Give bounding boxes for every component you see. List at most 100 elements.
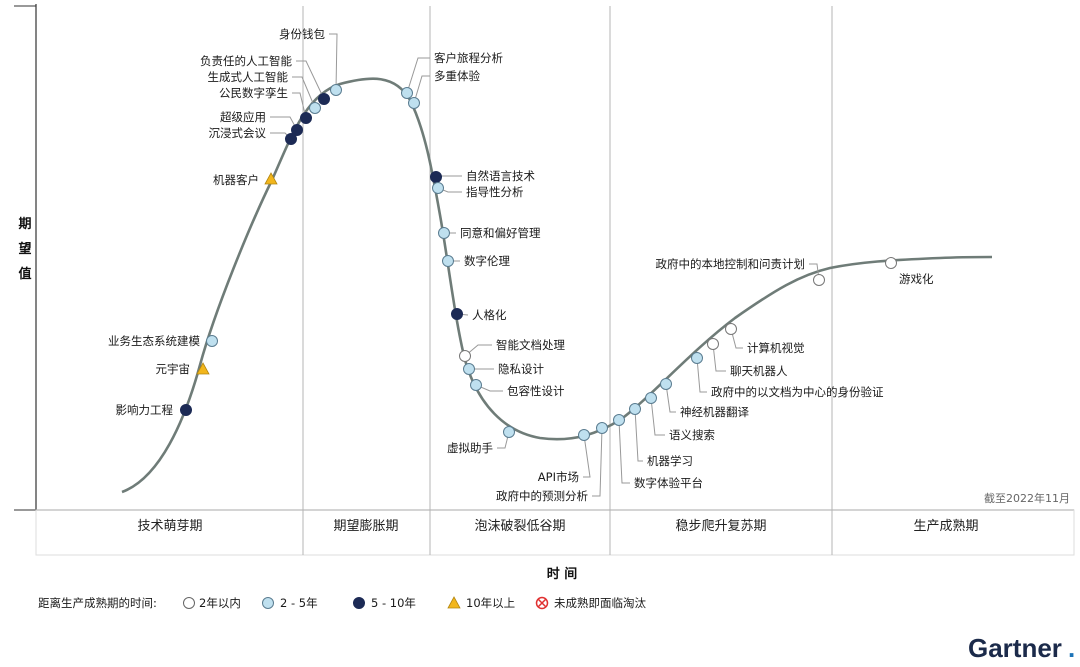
legend-label-light: 2 - 5年 [280,596,318,610]
tech-8-connector [292,76,316,109]
legend-label-triangle: 10年以上 [466,596,515,610]
tech-4-label: 机器客户 [213,173,259,187]
tech-23-label: 政府中的预测分析 [496,489,588,503]
tech-1-marker-dark [180,404,192,416]
tech-26-connector [650,397,665,436]
tech-28-marker-light [691,352,703,364]
tech-24-marker-light [613,414,625,426]
tech-30-marker-open [725,323,737,335]
tech-27-connector [665,383,676,413]
tech-29-label: 聊天机器人 [730,364,788,378]
tech-27-label: 神经机器翻译 [680,405,749,419]
tech-30-label: 计算机视觉 [747,341,805,355]
tech-26-label: 语义搜索 [669,428,715,442]
tech-2-label: 元宇宙 [156,362,191,376]
gartner-logo: Gartner . [968,633,1075,663]
phase-label-trigger: 技术萌芽期 [137,519,202,534]
legend-marker-light [262,597,274,609]
tech-10-marker-light [330,84,342,96]
as-of-date: 截至2022年11月 [984,491,1070,505]
tech-31-label: 政府中的本地控制和问责计划 [656,257,806,271]
tech-22-label: API市场 [538,470,579,484]
tech-3-marker-light [206,335,218,347]
tech-6-label: 超级应用 [220,110,266,124]
tech-25-connector [634,408,643,462]
legend-label-obsolete: 未成熟即面临淘汰 [554,596,646,610]
tech-14-marker-light [432,182,444,194]
tech-22-connector [583,434,591,478]
tech-2-marker-triangle [196,362,210,375]
tech-20-marker-light [470,379,482,391]
tech-5-label: 沉浸式会议 [209,126,267,140]
tech-3-label: 业务生态系统建模 [108,334,200,348]
tech-28-label: 政府中的以文档为中心的身份验证 [711,385,884,399]
tech-5-marker-dark [285,133,297,145]
legend-marker-obsolete-icon [535,596,549,610]
phase-label-plateau: 生产成熟期 [913,518,978,534]
tech-8-label: 生成式人工智能 [208,70,289,84]
tech-1-label: 影响力工程 [116,403,174,417]
tech-24-label: 数字体验平台 [634,476,703,490]
tech-18-marker-open [459,350,471,362]
gartner-dot: . [1068,633,1075,663]
tech-6-marker-dark [291,124,303,136]
tech-10-label: 身份钱包 [279,27,325,41]
tech-9-label: 负责任的人工智能 [200,54,292,68]
tech-7-label: 公民数字孪生 [219,86,288,100]
phase-label-peak: 期望膨胀期 [333,518,398,534]
legend-marker-triangle [447,596,461,609]
phase-band [35,509,1075,556]
legend-marker-dark [353,597,365,609]
tech-11-connector [406,57,430,94]
y-axis-title: 期望值 [18,217,31,282]
technology-labels: 影响力工程 元宇宙 业务生态系统建模 机器客户 沉浸式会议 超级应用 公民数字孪生 生成式人工… [108,27,934,503]
tech-31-marker-open [813,274,825,286]
legend-marker-open [183,597,195,609]
tech-17-marker-dark [451,308,463,320]
tech-15-marker-light [438,227,450,239]
tech-8-marker-light [309,102,321,114]
tech-29-marker-open [707,338,719,350]
tech-21-marker-light [503,426,515,438]
tech-24-connector [618,419,630,484]
tech-32-label: 游戏化 [899,272,934,286]
tech-7-connector [292,92,307,119]
tech-18-label: 智能文档处理 [496,338,565,352]
tech-25-marker-light [629,403,641,415]
tech-28-connector [696,357,707,393]
tech-7-marker-dark [300,112,312,124]
tech-4-marker-triangle [264,172,278,185]
tech-11-marker-light [401,87,413,99]
tech-26-marker-light [645,392,657,404]
tech-27-marker-light [660,378,672,390]
hype-curve [121,77,993,494]
legend-title: 距离生产成熟期的时间: [38,596,157,610]
tech-11-label: 客户旅程分析 [434,51,503,65]
tech-14-label: 指导性分析 [466,185,524,199]
technology-markers [180,84,897,441]
tech-12-connector [413,75,430,104]
tech-30-connector [730,328,743,349]
tech-19-marker-light [463,363,475,375]
tech-21-label: 虚拟助手 [447,441,493,455]
tech-19-label: 隐私设计 [498,362,544,376]
tech-16-label: 数字伦理 [464,254,510,268]
tech-13-label: 自然语言技术 [466,169,535,183]
tech-32-marker-open [885,257,897,269]
tech-13-marker-dark [430,171,442,183]
tech-12-label: 多重体验 [434,69,480,83]
legend-label-open: 2年以内 [199,596,241,610]
tech-12-marker-light [408,97,420,109]
legend-label-dark: 5 - 10年 [371,596,416,610]
tech-25-label: 机器学习 [647,454,693,468]
tech-29-connector [712,343,726,372]
phase-label-slope: 稳步爬升复苏期 [675,518,766,534]
tech-9-marker-dark [318,93,330,105]
tech-10-connector [329,33,338,91]
gartner-wordmark: Gartner [968,633,1062,663]
tech-20-label: 包容性设计 [507,384,565,398]
tech-16-marker-light [442,255,454,267]
phase-label-trough: 泡沫破裂低谷期 [474,519,565,534]
tech-9-connector [296,60,325,100]
